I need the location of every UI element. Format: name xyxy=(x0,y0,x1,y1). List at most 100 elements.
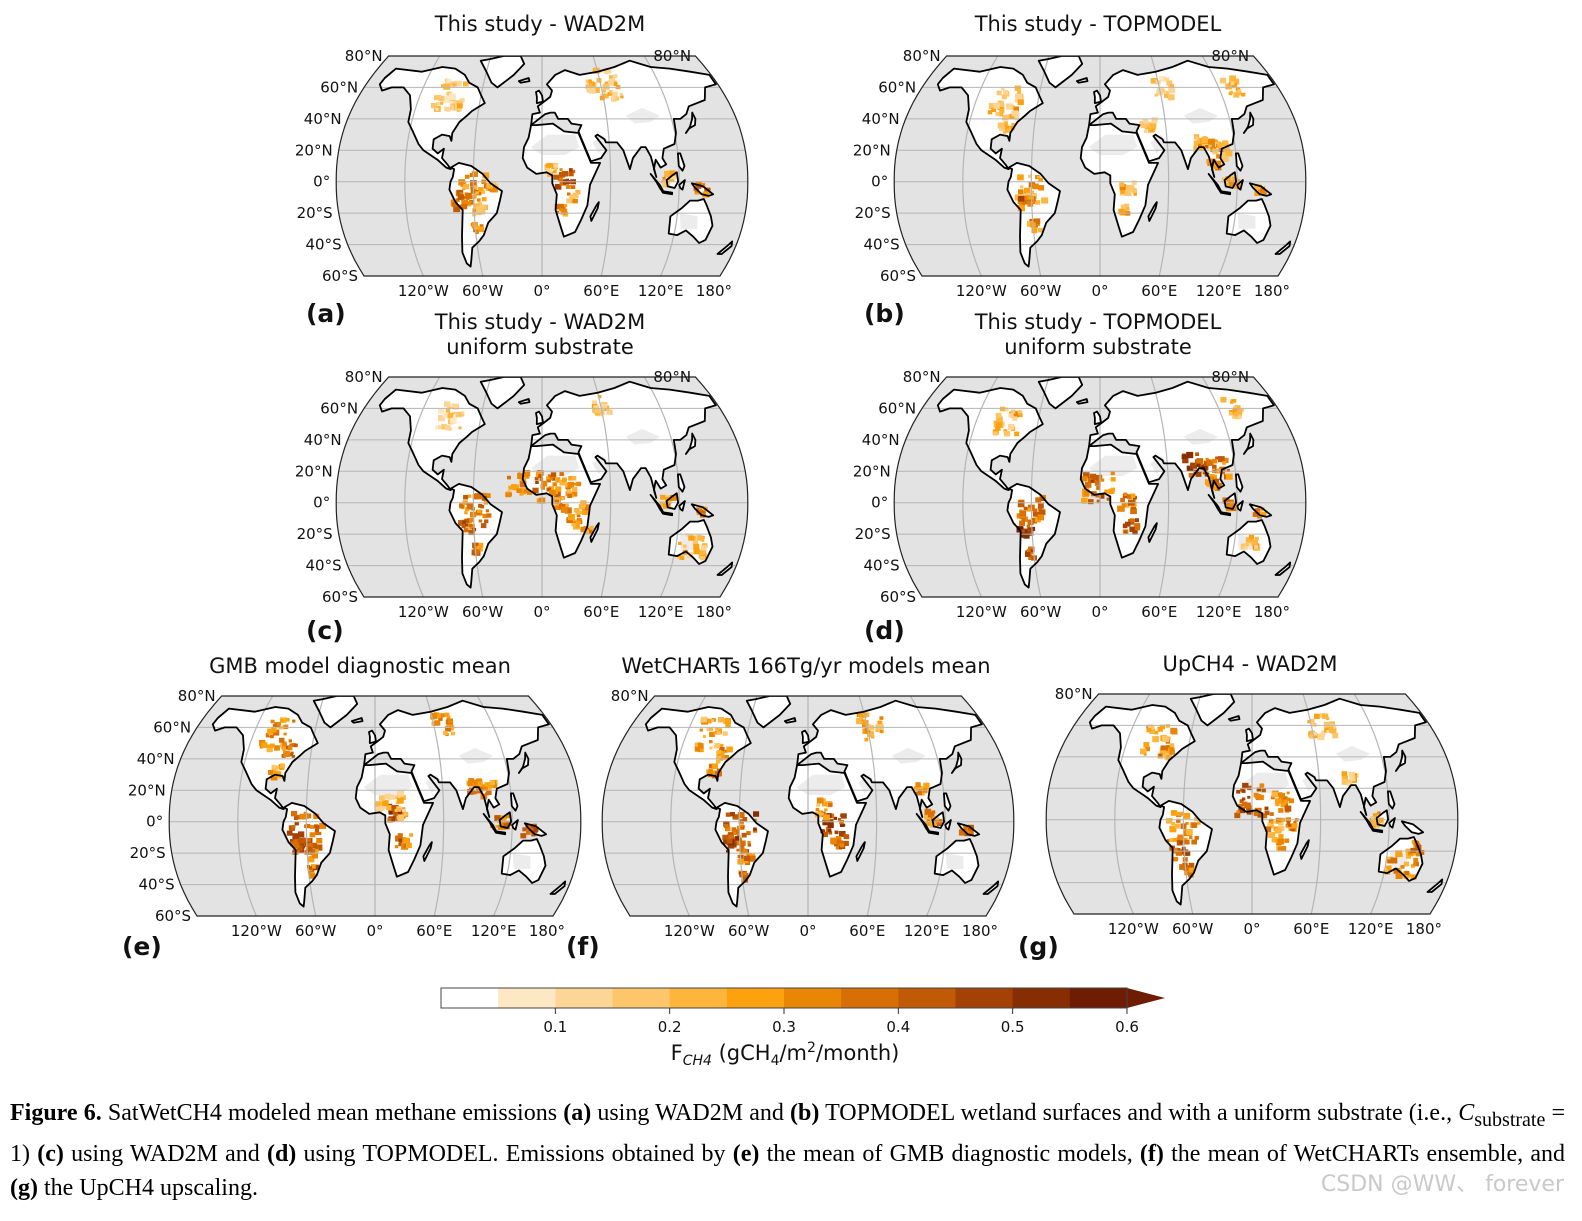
emission-pixel xyxy=(482,513,488,519)
emission-pixel xyxy=(1406,873,1411,877)
emission-pixel xyxy=(1233,505,1237,509)
emission-pixel xyxy=(1219,77,1227,84)
emission-pixel xyxy=(935,817,940,821)
emission-pixel xyxy=(602,89,606,93)
emission-pixel xyxy=(455,80,462,87)
emission-pixel xyxy=(309,832,316,838)
emission-pixel xyxy=(1186,451,1194,459)
emission-pixel xyxy=(1202,136,1208,142)
colorbar-tick-label: 0.3 xyxy=(772,1018,796,1036)
emission-pixel xyxy=(575,524,580,529)
longitude-label: 120°W xyxy=(398,282,449,300)
emission-pixel xyxy=(1032,183,1039,190)
emission-pixel xyxy=(1095,477,1100,481)
emission-pixel xyxy=(725,812,731,817)
coastline xyxy=(589,201,600,222)
emission-pixel xyxy=(708,727,714,731)
emission-pixel xyxy=(444,401,451,407)
emission-pixel xyxy=(1418,849,1425,855)
emission-pixel xyxy=(443,730,448,735)
landmass xyxy=(937,67,1043,170)
latitude-label: 40°S xyxy=(305,236,341,254)
emission-pixel xyxy=(1245,537,1252,543)
emission-pixel xyxy=(1407,851,1412,855)
coastline xyxy=(1079,443,1159,559)
emission-pixel xyxy=(1182,457,1189,464)
coastline xyxy=(500,838,547,884)
emission-pixel xyxy=(454,100,462,107)
emission-pixel xyxy=(519,488,527,495)
coastline xyxy=(944,819,952,831)
emission-pixel xyxy=(1134,518,1139,523)
coastline xyxy=(667,519,714,565)
longitude-label: 180° xyxy=(1406,920,1442,938)
emission-pixel xyxy=(1167,94,1175,101)
emission-pixel xyxy=(747,840,751,844)
emission-pixel xyxy=(453,83,457,87)
coastline xyxy=(677,473,686,493)
emission-pixel xyxy=(559,208,563,211)
emission-pixel xyxy=(1180,825,1185,829)
emission-pixel xyxy=(1230,81,1235,86)
coastline xyxy=(368,729,377,744)
coastline xyxy=(667,198,714,244)
coastline xyxy=(1245,727,1254,742)
emission-pixel xyxy=(1370,816,1375,819)
coastline xyxy=(714,802,769,908)
coastline xyxy=(494,830,507,836)
emission-pixel xyxy=(1261,813,1268,819)
emission-pixel xyxy=(570,199,574,204)
emission-pixel xyxy=(1286,821,1291,825)
emission-pixel xyxy=(1395,850,1403,857)
emission-pixel xyxy=(1229,75,1237,82)
colorbar-cell xyxy=(784,988,842,1008)
emission-pixel xyxy=(282,742,287,747)
emission-pixel xyxy=(450,417,457,424)
emission-pixel xyxy=(723,823,729,828)
emission-pixel xyxy=(998,122,1005,129)
emission-pixel xyxy=(702,735,706,738)
coastline xyxy=(1227,715,1241,722)
emission-pixel xyxy=(1090,479,1094,483)
emission-pixel xyxy=(480,523,487,529)
coastline xyxy=(943,792,952,812)
emission-pixel xyxy=(497,819,501,823)
emission-pixel xyxy=(1222,140,1229,147)
emission-pixel xyxy=(1122,524,1128,529)
emission-pixel xyxy=(1160,88,1165,92)
emission-pixel xyxy=(1229,501,1236,507)
coastline xyxy=(796,699,983,818)
coastline xyxy=(1006,162,1061,268)
longitude-label: 120°E xyxy=(1196,282,1242,300)
emission-pixel xyxy=(1188,862,1195,868)
colorbar-cell xyxy=(612,988,671,1008)
emission-pixel xyxy=(719,751,725,757)
longitude-label: 0° xyxy=(366,922,383,940)
emission-pixel xyxy=(1189,836,1193,840)
emission-pixel xyxy=(460,411,465,415)
map-frame xyxy=(1045,693,1459,915)
emission-pixel xyxy=(469,517,475,522)
emission-pixel xyxy=(700,555,706,561)
emission-pixel xyxy=(375,801,383,808)
emission-pixel xyxy=(828,831,833,835)
emission-pixel xyxy=(468,778,474,784)
emission-pixel xyxy=(289,839,294,843)
emission-pixel xyxy=(592,400,597,405)
emission-pixel xyxy=(288,825,295,831)
emission-pixel xyxy=(1038,177,1043,182)
emission-pixel xyxy=(1413,861,1419,867)
emission-pixel xyxy=(477,542,484,548)
emission-pixel xyxy=(461,203,468,210)
emission-pixel xyxy=(1035,200,1041,205)
emission-pixel xyxy=(913,786,920,792)
emission-pixel xyxy=(310,825,315,829)
emission-pixel xyxy=(553,167,558,171)
emission-pixel xyxy=(1216,141,1220,145)
emission-pixel xyxy=(746,831,751,836)
emission-pixel xyxy=(840,813,844,817)
emission-pixel xyxy=(1372,813,1378,818)
longitude-label: 60°E xyxy=(583,282,619,300)
emission-pixel xyxy=(1229,90,1233,94)
coastline xyxy=(312,696,359,729)
